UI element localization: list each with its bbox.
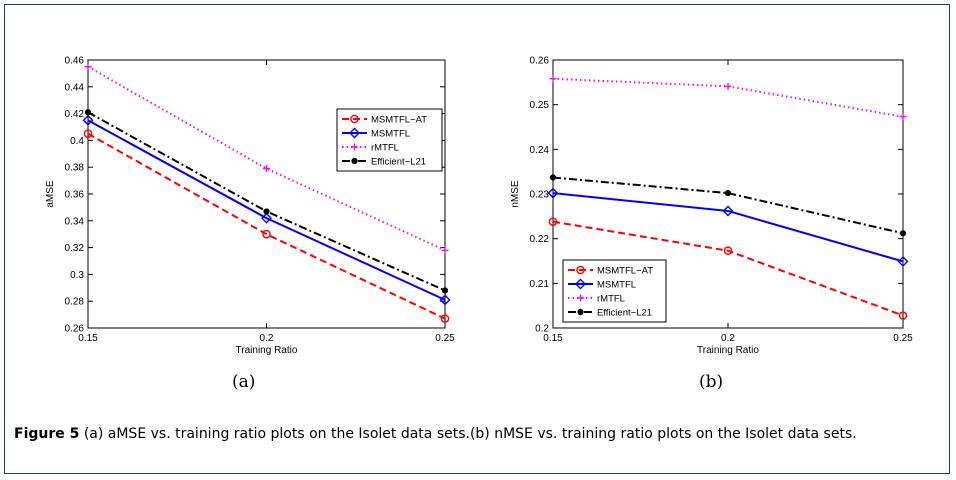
data-point — [83, 129, 93, 138]
legend-label: Efficient−L21 — [597, 308, 652, 319]
chart-a: 0.26 0.28 0.3 0.32 0.34 0.36 0.38 0.4 0.42 0.44 0.… — [45, 56, 455, 357]
y-tick-label: 0.2 — [535, 324, 549, 335]
figure-label: Figure 5 — [14, 426, 80, 442]
y-tick-label: 0.42 — [65, 109, 85, 120]
y-tick-label: 0.44 — [65, 82, 85, 93]
y-tick-label: 0.21 — [530, 279, 550, 290]
data-point — [899, 113, 907, 121]
x-tick-label: 0.25 — [435, 333, 455, 344]
chart-b: 0.20.210.220.230.240.250.260.15 0.2 0.25Tr… — [510, 56, 913, 357]
legend-label: MSMTFL — [597, 280, 636, 291]
data-point — [547, 187, 559, 199]
x-axis-label: Training Ratio — [236, 345, 298, 356]
legend-label: MSMTFL — [371, 129, 410, 140]
legend-marker — [349, 127, 360, 139]
data-point — [84, 63, 92, 71]
legend: MSMTFL−AT MSMTFL rMTFL Efficient−L21 — [336, 108, 443, 172]
data-point — [723, 246, 733, 256]
x-tick-label: 0.2 — [260, 333, 274, 344]
legend-marker — [577, 294, 584, 302]
y-tick-label: 0.34 — [65, 216, 85, 227]
series-2 — [84, 63, 449, 254]
y-tick-label: 0.23 — [530, 190, 550, 201]
y-tick-label: 0.24 — [530, 145, 550, 156]
y-tick-label: 0.38 — [65, 163, 85, 174]
legend-marker — [350, 114, 359, 124]
x-tick-label: 0.2 — [721, 333, 735, 344]
y-tick-label: 0.26 — [530, 56, 550, 67]
data-point — [440, 314, 450, 323]
data-point — [548, 217, 558, 226]
series-0 — [83, 129, 450, 323]
panel-label-b: (b) — [699, 372, 724, 392]
data-point — [549, 174, 557, 181]
y-tick-label: 0.25 — [530, 100, 550, 111]
series-1 — [547, 187, 909, 267]
y-tick-label: 0.3 — [70, 270, 84, 281]
series-line — [552, 77, 904, 118]
series-3 — [84, 109, 449, 294]
data-point — [439, 294, 451, 306]
x-tick-label: 0.15 — [543, 333, 563, 344]
series-line — [552, 192, 904, 263]
series-line — [552, 176, 904, 235]
data-point — [263, 208, 270, 215]
y-tick-label: 0.26 — [65, 324, 85, 335]
series-2 — [549, 75, 907, 121]
y-axis-label: aMSE — [45, 180, 56, 208]
legend-marker — [351, 157, 358, 165]
legend-label: rMTFL — [371, 143, 399, 154]
series-3 — [549, 174, 907, 237]
y-tick-label: 0.4 — [70, 136, 84, 147]
series-line — [87, 65, 446, 252]
legend: MSMTFL−AT MSMTFL rMTFL Efficient−L21 — [562, 259, 667, 323]
series-1 — [82, 114, 451, 306]
legend-marker — [576, 265, 585, 275]
series-line — [87, 132, 446, 320]
data-point — [262, 229, 271, 239]
y-axis-label: nMSE — [510, 180, 521, 208]
legend-marker — [351, 143, 358, 151]
data-point — [897, 255, 909, 267]
data-point — [898, 311, 908, 320]
legend-label: rMTFL — [597, 294, 625, 305]
y-tick-label: 0.32 — [65, 243, 85, 254]
figure-caption: Figure 5 (a) aMSE vs. training ratio plo… — [14, 425, 934, 444]
series-line — [552, 220, 904, 317]
plot-area — [87, 59, 446, 329]
y-tick-label: 0.36 — [65, 190, 85, 201]
legend-marker — [575, 278, 586, 290]
legend-label: MSMTFL−AT — [371, 115, 427, 126]
data-point — [899, 230, 907, 237]
series-0 — [548, 217, 908, 320]
legend-marker — [577, 308, 584, 316]
x-axis-label: Training Ratio — [697, 345, 759, 356]
data-point — [441, 246, 449, 254]
legend-label: Efficient−L21 — [371, 157, 426, 168]
data-point — [84, 109, 92, 116]
data-point — [441, 287, 449, 294]
panel-label-a: (a) — [232, 372, 256, 392]
data-point — [549, 75, 557, 83]
series-line — [87, 119, 446, 301]
data-point — [724, 190, 732, 197]
data-point — [263, 165, 270, 173]
caption-text: (a) aMSE vs. training ratio plots on the… — [79, 426, 857, 442]
x-tick-label: 0.25 — [893, 333, 913, 344]
data-point — [722, 205, 734, 217]
data-point — [82, 114, 94, 126]
data-point — [724, 82, 732, 90]
y-tick-label: 0.28 — [65, 297, 85, 308]
y-tick-label: 0.22 — [530, 234, 550, 245]
y-tick-label: 0.46 — [65, 56, 85, 67]
legend-label: MSMTFL−AT — [597, 266, 653, 277]
x-tick-label: 0.15 — [78, 333, 98, 344]
data-point — [261, 212, 272, 224]
